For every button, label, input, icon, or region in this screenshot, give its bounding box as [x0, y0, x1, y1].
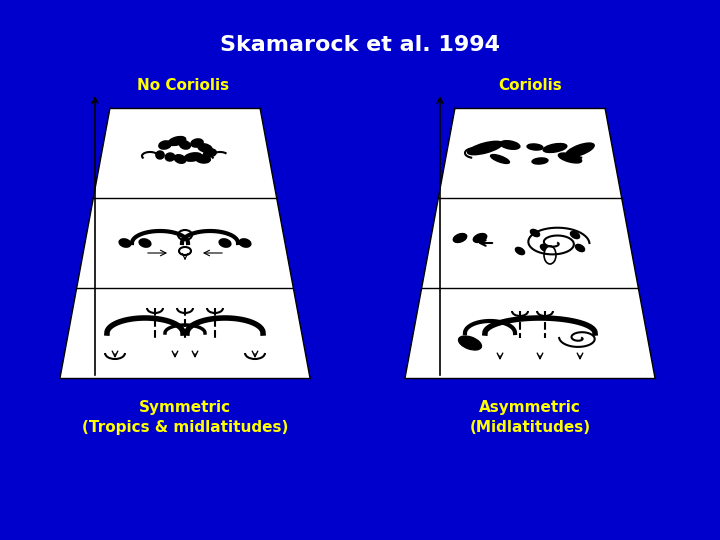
Ellipse shape	[173, 155, 187, 163]
Polygon shape	[60, 108, 310, 378]
Text: No Coriolis: No Coriolis	[137, 78, 229, 93]
Ellipse shape	[516, 247, 525, 254]
Ellipse shape	[459, 336, 482, 350]
Ellipse shape	[531, 230, 539, 237]
Ellipse shape	[199, 144, 211, 152]
Ellipse shape	[467, 141, 503, 155]
Ellipse shape	[219, 239, 231, 247]
Ellipse shape	[570, 232, 580, 239]
Ellipse shape	[154, 151, 166, 159]
Text: Asymmetric
(Midlatitudes): Asymmetric (Midlatitudes)	[469, 400, 590, 435]
Ellipse shape	[119, 239, 131, 247]
Ellipse shape	[575, 245, 585, 252]
Ellipse shape	[473, 233, 487, 242]
Ellipse shape	[527, 144, 543, 150]
Ellipse shape	[165, 153, 175, 161]
Ellipse shape	[454, 233, 467, 242]
Ellipse shape	[139, 239, 151, 247]
Ellipse shape	[180, 141, 189, 149]
Ellipse shape	[532, 158, 548, 164]
Ellipse shape	[239, 239, 251, 247]
Text: Symmetric
(Tropics & midlatitudes): Symmetric (Tropics & midlatitudes)	[82, 400, 288, 435]
Ellipse shape	[199, 155, 207, 163]
Ellipse shape	[178, 230, 192, 240]
Ellipse shape	[543, 144, 567, 152]
Ellipse shape	[559, 153, 582, 163]
Ellipse shape	[179, 247, 191, 255]
Text: Coriolis: Coriolis	[498, 78, 562, 93]
Ellipse shape	[171, 137, 184, 145]
Ellipse shape	[541, 245, 549, 252]
Text: Skamarock et al. 1994: Skamarock et al. 1994	[220, 35, 500, 55]
Polygon shape	[405, 108, 655, 378]
Ellipse shape	[566, 143, 594, 157]
Ellipse shape	[203, 148, 217, 157]
Ellipse shape	[500, 141, 520, 149]
Ellipse shape	[158, 141, 172, 149]
Ellipse shape	[544, 246, 556, 264]
Ellipse shape	[186, 153, 199, 161]
Ellipse shape	[189, 139, 205, 147]
Ellipse shape	[490, 154, 510, 164]
